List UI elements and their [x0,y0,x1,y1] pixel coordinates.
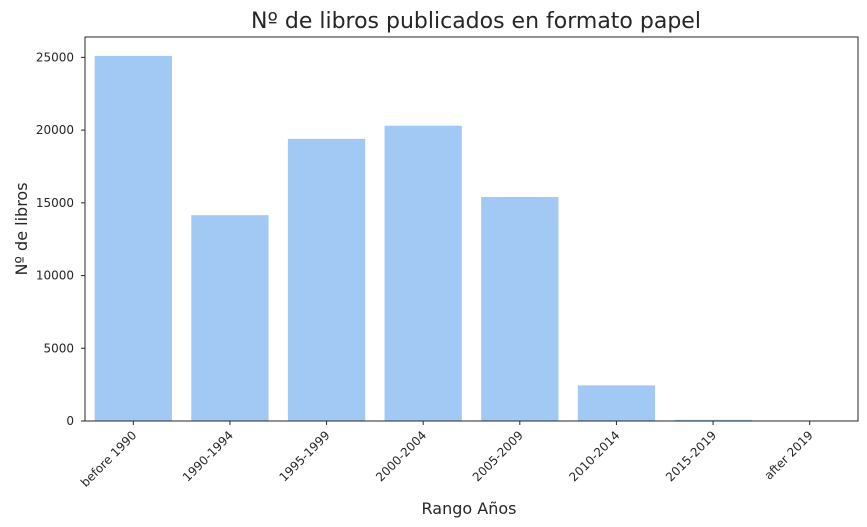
bar-1995-1999 [287,138,366,421]
y-tick-label: 20000 [36,123,74,137]
bars-group [94,55,849,422]
x-tick-label: 2005-2009 [470,428,526,484]
y-tick-label: 15000 [36,196,74,210]
x-axis-label: Rango Años [422,499,517,518]
x-tick-label: before 1990 [78,428,140,490]
x-tick-label: 2015-2019 [663,428,719,484]
bar-2005-2009 [481,197,559,421]
y-tick-label: 10000 [36,269,74,283]
plot-frame [84,36,859,422]
y-tick-label: 25000 [36,50,74,64]
y-axis-ticks: 0 5000 10000 15000 20000 25000 [36,50,85,428]
x-axis-ticks: before 1990 1990-1994 1995-1999 2000-2004 20… [78,421,816,490]
y-tick-label: 5000 [43,341,74,355]
y-tick-label: 0 [66,414,74,428]
x-tick-label: 1990-1994 [180,428,236,484]
bar-before-1990 [94,55,172,422]
bar-2010-2014 [577,385,656,421]
bar-2000-2004 [384,125,462,422]
x-tick-label: after 2019 [762,428,816,482]
x-tick-label: 2010-2014 [566,428,622,484]
x-tick-label: 2000-2004 [373,428,429,484]
bar-2015-2019 [674,419,752,421]
y-axis-label: Nº de libros [12,182,31,275]
bar-1990-1994 [191,215,269,421]
chart-title: Nº de libros publicados en formato papel [251,9,701,34]
x-tick-label: 1995-1999 [277,428,333,484]
